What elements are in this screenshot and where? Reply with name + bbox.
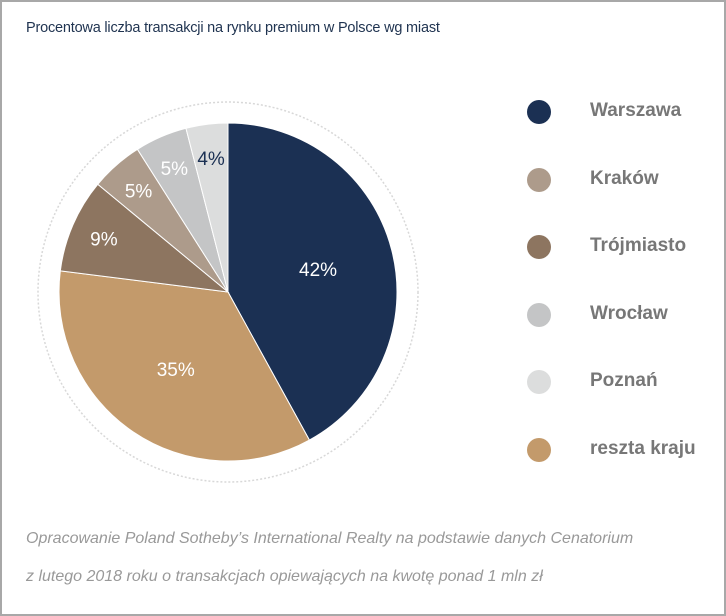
legend-label: reszta kraju bbox=[590, 437, 696, 459]
legend-label: Kraków bbox=[590, 167, 659, 189]
legend-dot-icon bbox=[527, 167, 551, 192]
legend-item: Warszawa bbox=[527, 96, 717, 126]
legend-label: Wrocław bbox=[590, 302, 668, 324]
source-note-line-2: z lutego 2018 roku o transakcjach opiewa… bbox=[26, 568, 543, 585]
legend-item: Kraków bbox=[527, 164, 717, 194]
pie-slice-trójmiasto bbox=[59, 183, 230, 293]
legend-item: reszta kraju bbox=[527, 434, 717, 464]
legend-dot-icon bbox=[527, 370, 551, 394]
data-label: 4% bbox=[197, 149, 225, 170]
legend-dot-icon bbox=[527, 100, 551, 124]
chart-title: Procentowa liczba transakcji na rynku pr… bbox=[26, 20, 440, 36]
data-label: 9% bbox=[90, 229, 118, 250]
outer-ring bbox=[37, 101, 419, 483]
data-label: 35% bbox=[157, 360, 195, 381]
legend-item: Poznań bbox=[527, 366, 717, 396]
data-label: 5% bbox=[161, 159, 189, 180]
data-label: 5% bbox=[125, 182, 153, 203]
pie-slice-warszawa bbox=[227, 122, 398, 441]
legend-item: Trójmiasto bbox=[527, 231, 717, 261]
legend-dot-icon bbox=[527, 437, 551, 462]
legend-label: Warszawa bbox=[590, 100, 682, 121]
pie-slice-poznań bbox=[185, 122, 229, 293]
legend-item: Wrocław bbox=[527, 299, 717, 329]
legend-label: Poznań bbox=[590, 370, 658, 391]
pie-slice-reszta-kraju bbox=[58, 270, 311, 462]
legend-dot-icon bbox=[527, 235, 551, 259]
source-note-line-1: Opracowanie Poland Sotheby’s Internation… bbox=[26, 530, 634, 547]
data-label: 42% bbox=[299, 260, 337, 281]
legend-dot-icon bbox=[527, 302, 551, 327]
legend-label: Trójmiasto bbox=[590, 235, 687, 256]
